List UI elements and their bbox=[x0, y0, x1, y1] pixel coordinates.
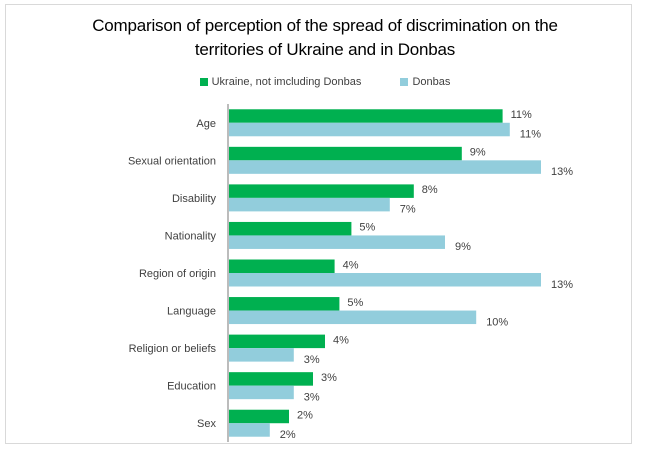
legend-item-ukraine: Ukraine, not imcluding Donbas bbox=[199, 76, 362, 88]
bar-ukraine bbox=[229, 221, 352, 236]
bar-donbas bbox=[229, 310, 477, 325]
data-label-ukraine: 3% bbox=[321, 372, 337, 384]
data-label-ukraine: 11% bbox=[511, 109, 532, 121]
data-label-donbas: 9% bbox=[455, 241, 471, 253]
data-label-ukraine: 5% bbox=[359, 222, 375, 234]
data-label-ukraine: 4% bbox=[343, 259, 359, 271]
data-label-ukraine: 9% bbox=[470, 147, 486, 159]
bar-ukraine bbox=[229, 109, 503, 123]
data-label-donbas: 3% bbox=[304, 354, 320, 366]
category-label: Sex bbox=[197, 418, 216, 430]
data-label-donbas: 10% bbox=[486, 316, 508, 328]
bar-donbas bbox=[229, 423, 270, 437]
bar-ukraine bbox=[229, 184, 414, 198]
legend-item-donbas: Donbas bbox=[400, 76, 450, 88]
bar-ukraine bbox=[229, 409, 289, 424]
legend-label-donbas: Donbas bbox=[412, 76, 451, 88]
bar-ukraine bbox=[229, 297, 340, 311]
bar-donbas bbox=[229, 235, 445, 249]
bar-donbas bbox=[229, 160, 541, 174]
data-label-donbas: 11% bbox=[520, 129, 541, 141]
category-label: Language bbox=[167, 306, 216, 318]
legend-swatch-donbas bbox=[400, 78, 409, 86]
category-label: Nationality bbox=[165, 230, 217, 242]
category-label: Region of origin bbox=[139, 268, 216, 280]
chart-title: Comparison of perception of the spread o… bbox=[0, 14, 650, 62]
chart-legend: Ukraine, not imcluding Donbas Donbas bbox=[0, 76, 650, 89]
data-label-donbas: 13% bbox=[551, 279, 573, 291]
bar-donbas bbox=[229, 197, 390, 212]
category-label: Disability bbox=[172, 193, 217, 205]
bar-ukraine bbox=[229, 259, 335, 273]
bar-ukraine bbox=[229, 334, 325, 349]
data-label-donbas: 7% bbox=[400, 204, 416, 216]
legend-swatch-ukraine bbox=[199, 78, 208, 86]
data-label-ukraine: 4% bbox=[333, 334, 349, 346]
bar-ukraine bbox=[229, 372, 313, 386]
data-label-donbas: 2% bbox=[280, 429, 296, 441]
data-label-donbas: 3% bbox=[304, 391, 320, 403]
bar-donbas bbox=[229, 385, 294, 400]
data-label-donbas: 13% bbox=[551, 166, 573, 178]
data-label-ukraine: 8% bbox=[422, 184, 438, 196]
bar-donbas bbox=[229, 122, 510, 137]
bar-donbas bbox=[229, 273, 541, 287]
data-label-ukraine: 5% bbox=[347, 297, 363, 309]
bar-ukraine bbox=[229, 146, 462, 161]
category-label: Religion or beliefs bbox=[129, 343, 217, 355]
category-label: Sexual orientation bbox=[128, 155, 216, 167]
data-label-ukraine: 2% bbox=[297, 409, 313, 421]
legend-label-ukraine: Ukraine, not imcluding Donbas bbox=[211, 76, 362, 88]
category-label: Education bbox=[167, 381, 216, 393]
category-label: Age bbox=[196, 118, 216, 130]
chart-title-line-2: territories of Ukraine and in Donbas bbox=[194, 40, 456, 59]
chart-title-line-1: Comparison of perception of the spread o… bbox=[92, 16, 558, 35]
bar-donbas bbox=[229, 348, 294, 362]
